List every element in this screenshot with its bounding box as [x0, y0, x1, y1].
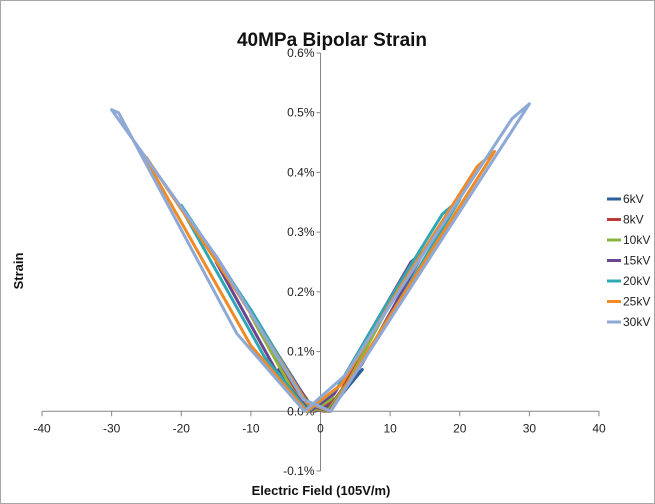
x-tick-label: -20 — [173, 421, 191, 435]
legend-label-15kV: 15kV — [623, 254, 650, 268]
plot-series — [110, 102, 531, 413]
y-tick-label: 0.6% — [287, 46, 315, 60]
series-line-30kV — [110, 102, 531, 413]
x-tick-label: 30 — [523, 421, 537, 435]
legend-label-30kV: 30kV — [623, 315, 650, 329]
legend-label-8kV: 8kV — [623, 213, 644, 227]
x-axis-title: Electric Field (105V/m) — [252, 483, 391, 498]
legend: 6kV 8kV 10kV 15kV 20kV 25kV 30kV — [607, 192, 650, 329]
x-tick-label: 20 — [453, 421, 467, 435]
legend-label-25kV: 25kV — [623, 295, 650, 309]
y-tick-label: 0.1% — [287, 345, 315, 359]
legend-label-10kV: 10kV — [623, 233, 650, 247]
y-axis-title: Strain — [11, 253, 26, 290]
x-tick-label: 40 — [592, 421, 606, 435]
chart-title: 40MPa Bipolar Strain — [237, 30, 427, 51]
x-tick-label: -30 — [103, 421, 121, 435]
y-tick-label: 0.2% — [287, 285, 315, 299]
tick-labels: -40 -30 -20 -10 0 10 20 30 40-0.1%0.0%0.1%0.2%0.… — [33, 46, 606, 478]
legend-label-20kV: 20kV — [623, 274, 650, 288]
y-tick-label: -0.1% — [283, 464, 315, 478]
x-tick-label: -40 — [33, 421, 51, 435]
y-tick-label: 0.3% — [287, 225, 315, 239]
y-tick-label: 0.4% — [287, 165, 315, 179]
x-tick-label: -10 — [242, 421, 260, 435]
x-tick-label: 0 — [317, 421, 324, 435]
y-tick-label: 0.5% — [287, 106, 315, 120]
x-tick-label: 10 — [383, 421, 397, 435]
legend-label-6kV: 6kV — [623, 192, 644, 206]
